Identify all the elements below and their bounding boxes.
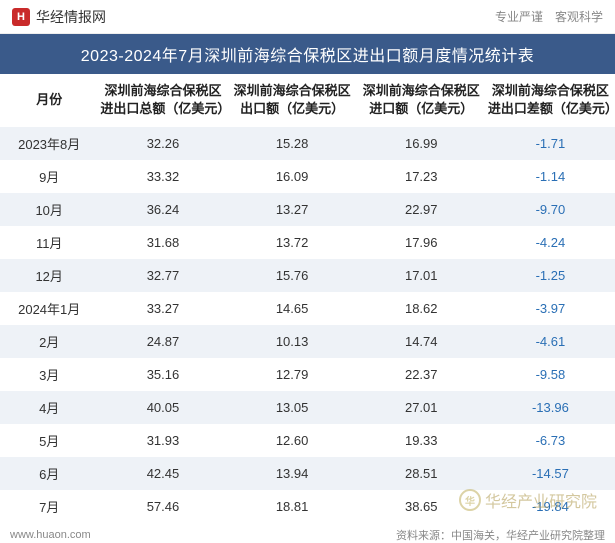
table-cell: 31.93	[98, 424, 227, 457]
table-cell: -3.97	[486, 292, 615, 325]
table-cell: 42.45	[98, 457, 227, 490]
table-cell: 22.97	[357, 193, 486, 226]
table-cell: 16.99	[357, 127, 486, 160]
table-cell: 40.05	[98, 391, 227, 424]
table-row: 2023年8月32.2615.2816.99-1.71	[0, 127, 615, 160]
table-row: 7月57.4618.8138.65-19.84	[0, 490, 615, 523]
table-cell: -6.73	[486, 424, 615, 457]
table-cell: 10.13	[228, 325, 357, 358]
table-cell: 11月	[0, 226, 98, 259]
footer: www.huaon.com 资料来源：中国海关，华经产业研究院整理	[0, 523, 615, 543]
table-cell: 12.60	[228, 424, 357, 457]
table-cell: 5月	[0, 424, 98, 457]
table-cell: 17.96	[357, 226, 486, 259]
table-cell: 2024年1月	[0, 292, 98, 325]
table-cell: 13.94	[228, 457, 357, 490]
table-cell: 10月	[0, 193, 98, 226]
table-cell: 13.05	[228, 391, 357, 424]
table-cell: 33.27	[98, 292, 227, 325]
table-row: 2024年1月33.2714.6518.62-3.97	[0, 292, 615, 325]
table-cell: -14.57	[486, 457, 615, 490]
table-cell: 31.68	[98, 226, 227, 259]
table-cell: 18.81	[228, 490, 357, 523]
table-cell: 2023年8月	[0, 127, 98, 160]
table-row: 10月36.2413.2722.97-9.70	[0, 193, 615, 226]
table-cell: 12月	[0, 259, 98, 292]
table-cell: 57.46	[98, 490, 227, 523]
table-row: 12月32.7715.7617.01-1.25	[0, 259, 615, 292]
table-col-header: 深圳前海综合保税区进出口总额（亿美元）	[98, 74, 227, 127]
brand: H 华经情报网	[12, 7, 106, 27]
table-cell: 18.62	[357, 292, 486, 325]
table-cell: -1.71	[486, 127, 615, 160]
table-body: 2023年8月32.2615.2816.99-1.719月33.3216.091…	[0, 127, 615, 523]
table-row: 2月24.8710.1314.74-4.61	[0, 325, 615, 358]
footer-site: www.huaon.com	[10, 529, 91, 541]
table-cell: 3月	[0, 358, 98, 391]
table-cell: 35.16	[98, 358, 227, 391]
table-row: 11月31.6813.7217.96-4.24	[0, 226, 615, 259]
table-row: 9月33.3216.0917.23-1.14	[0, 160, 615, 193]
table-cell: 15.76	[228, 259, 357, 292]
table-cell: 14.74	[357, 325, 486, 358]
table-row: 6月42.4513.9428.51-14.57	[0, 457, 615, 490]
table-cell: -4.24	[486, 226, 615, 259]
data-table-wrap: 月份深圳前海综合保税区进出口总额（亿美元）深圳前海综合保税区出口额（亿美元）深圳…	[0, 74, 615, 523]
table-cell: 16.09	[228, 160, 357, 193]
table-cell: 13.72	[228, 226, 357, 259]
table-cell: 22.37	[357, 358, 486, 391]
table-cell: 15.28	[228, 127, 357, 160]
table-cell: 27.01	[357, 391, 486, 424]
table-col-header: 深圳前海综合保税区出口额（亿美元）	[228, 74, 357, 127]
table-cell: -19.84	[486, 490, 615, 523]
table-cell: -9.70	[486, 193, 615, 226]
table-cell: -1.14	[486, 160, 615, 193]
table-cell: -9.58	[486, 358, 615, 391]
table-cell: 6月	[0, 457, 98, 490]
table-cell: 4月	[0, 391, 98, 424]
table-cell: 32.26	[98, 127, 227, 160]
brand-tagline: 专业严谨 客观科学	[495, 8, 603, 25]
table-cell: 9月	[0, 160, 98, 193]
table-header-row: 月份深圳前海综合保税区进出口总额（亿美元）深圳前海综合保税区出口额（亿美元）深圳…	[0, 74, 615, 127]
table-cell: -13.96	[486, 391, 615, 424]
table-col-header: 深圳前海综合保税区进口额（亿美元）	[357, 74, 486, 127]
table-row: 4月40.0513.0527.01-13.96	[0, 391, 615, 424]
brand-logo-icon: H	[12, 8, 30, 26]
table-cell: 17.01	[357, 259, 486, 292]
table-cell: 2月	[0, 325, 98, 358]
table-cell: 33.32	[98, 160, 227, 193]
table-cell: 7月	[0, 490, 98, 523]
table-cell: 28.51	[357, 457, 486, 490]
table-cell: 14.65	[228, 292, 357, 325]
table-cell: -4.61	[486, 325, 615, 358]
table-title: 2023-2024年7月深圳前海综合保税区进出口额月度情况统计表	[0, 34, 615, 74]
table-row: 5月31.9312.6019.33-6.73	[0, 424, 615, 457]
table-cell: 32.77	[98, 259, 227, 292]
header-bar: H 华经情报网 专业严谨 客观科学	[0, 0, 615, 34]
table-cell: -1.25	[486, 259, 615, 292]
table-cell: 24.87	[98, 325, 227, 358]
footer-source: 资料来源：中国海关，华经产业研究院整理	[396, 527, 605, 543]
brand-name: 华经情报网	[36, 7, 106, 27]
data-table: 月份深圳前海综合保税区进出口总额（亿美元）深圳前海综合保税区出口额（亿美元）深圳…	[0, 74, 615, 523]
table-row: 3月35.1612.7922.37-9.58	[0, 358, 615, 391]
table-col-header: 深圳前海综合保税区进出口差额（亿美元）	[486, 74, 615, 127]
table-cell: 17.23	[357, 160, 486, 193]
table-cell: 13.27	[228, 193, 357, 226]
table-cell: 36.24	[98, 193, 227, 226]
table-cell: 19.33	[357, 424, 486, 457]
table-cell: 12.79	[228, 358, 357, 391]
table-col-header: 月份	[0, 74, 98, 127]
table-cell: 38.65	[357, 490, 486, 523]
